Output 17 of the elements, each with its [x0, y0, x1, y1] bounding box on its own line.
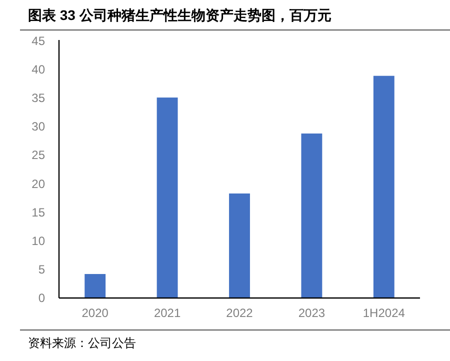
ytick: 20	[32, 176, 45, 191]
ytick: 45	[32, 34, 45, 48]
xtick: 2020	[82, 306, 108, 320]
xtick: 2022	[226, 306, 253, 320]
xtick: 2021	[154, 306, 181, 320]
ytick: 15	[32, 205, 45, 220]
xtick: 1H2024	[362, 306, 405, 320]
ytick: 40	[32, 62, 45, 77]
xtick: 2023	[298, 306, 326, 320]
ytick: 5	[38, 262, 45, 276]
ytick: 35	[32, 91, 45, 106]
title: 图表 33 公司种猪生产性生物资产走势图，百万元	[28, 7, 332, 23]
ytick: 30	[32, 120, 45, 134]
ytick: 25	[32, 148, 45, 162]
ytick: 10	[32, 234, 45, 248]
annotation: 资料来源：公司公告	[28, 336, 136, 350]
ytick: 0	[38, 291, 45, 305]
